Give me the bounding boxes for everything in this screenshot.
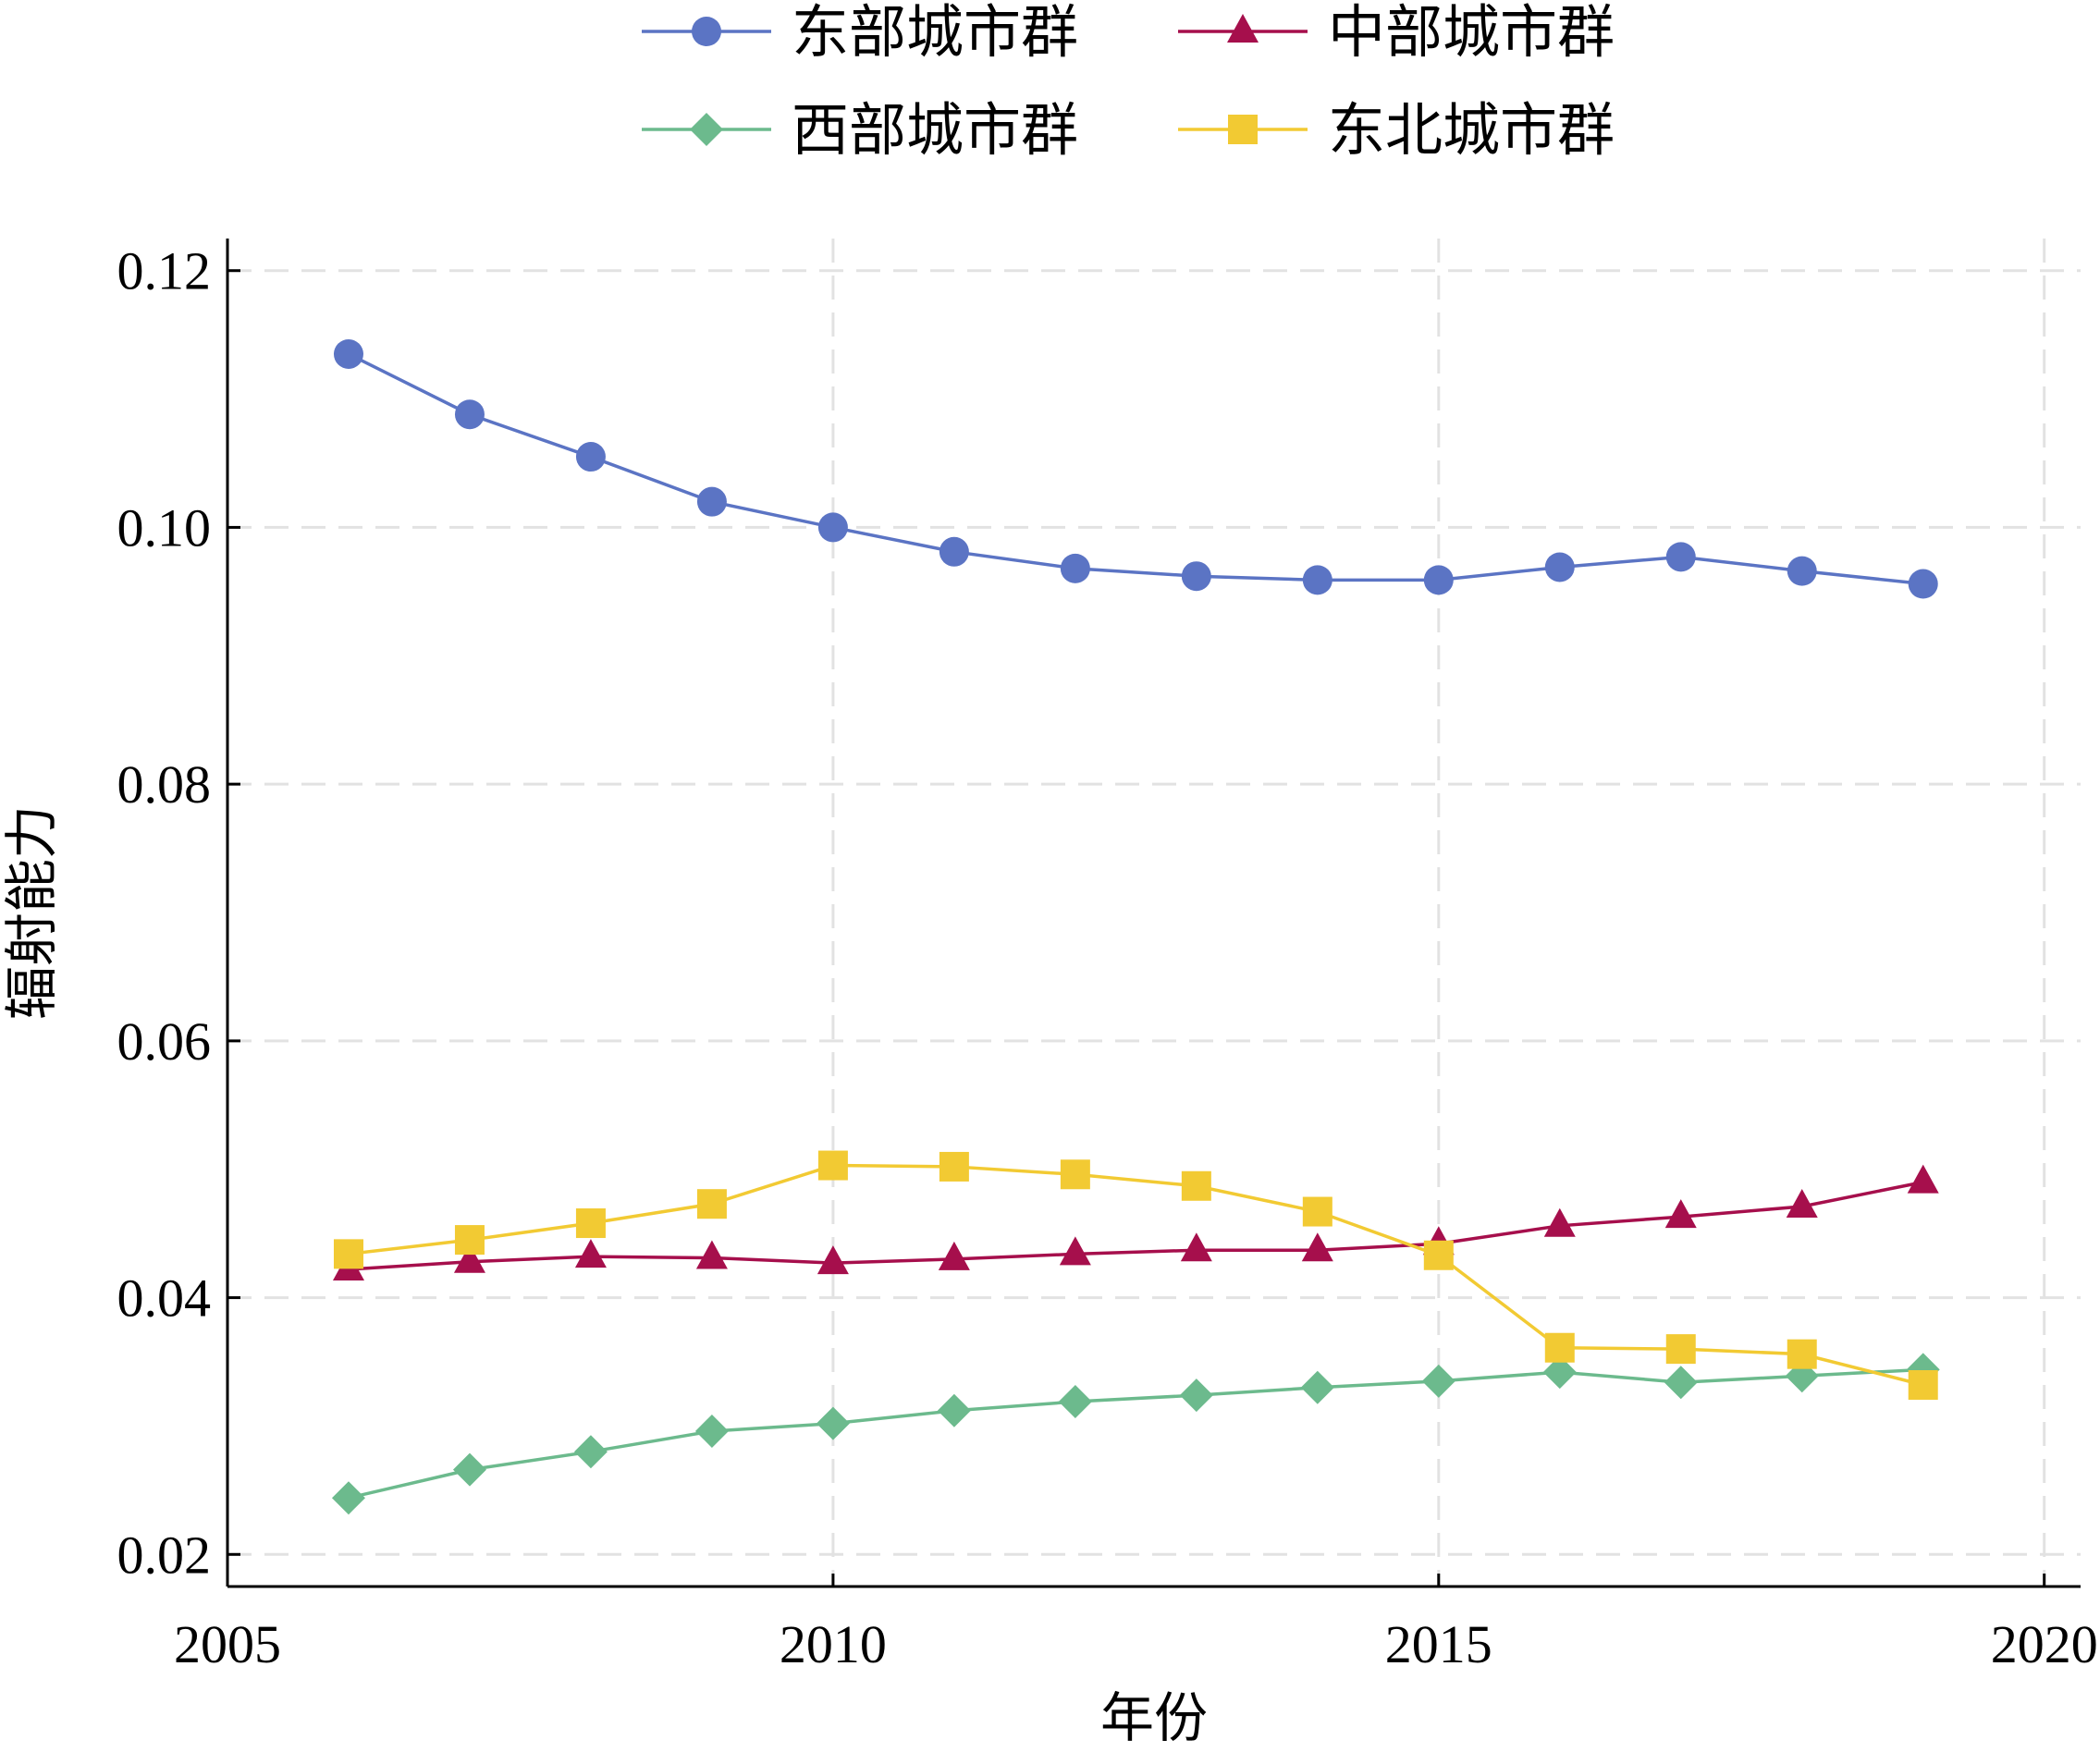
data-point: [575, 1208, 606, 1239]
legend-item: 西部城市群: [642, 96, 1078, 164]
data-point: [939, 536, 969, 567]
data-point: [816, 1406, 850, 1440]
legend-marker: [1228, 115, 1258, 144]
axis-layer: 2005 2010 2015 2020 0.02 0.04 0.06 0.08 0.10 0.12: [117, 239, 2098, 1674]
data-point: [1301, 1232, 1333, 1262]
data-point: [333, 1239, 363, 1269]
data-point: [1664, 1366, 1698, 1400]
y-axis-title: 辐射能力: [0, 805, 63, 1020]
data-point: [1421, 1364, 1455, 1398]
data-point: [1179, 1378, 1213, 1413]
series-layer: [331, 338, 1940, 1515]
data-point: [333, 338, 363, 369]
data-point: [817, 512, 848, 543]
series-line: [348, 1163, 1924, 1387]
x-tick-label: 2010: [780, 1614, 887, 1674]
data-point: [1908, 569, 1938, 599]
data-point: [1544, 1332, 1575, 1363]
data-point: [1544, 552, 1575, 582]
data-point: [1542, 1355, 1577, 1390]
y-tick-label: 0.02: [117, 1525, 212, 1585]
y-tick-label: 0.08: [117, 754, 212, 815]
data-point: [817, 1245, 849, 1275]
series-circle: [333, 338, 1938, 599]
data-point: [575, 442, 606, 472]
data-point: [1181, 1170, 1211, 1201]
data-point: [1543, 1207, 1576, 1237]
legend-label: 中部城市群: [1328, 0, 1615, 66]
y-tick-label: 0.12: [117, 241, 212, 301]
data-point: [1300, 1370, 1334, 1404]
data-point: [696, 486, 727, 517]
data-point: [1665, 542, 1696, 572]
x-tick-label: 2015: [1385, 1614, 1492, 1674]
data-point: [695, 1240, 728, 1269]
data-point: [1302, 1196, 1332, 1227]
series-line: [348, 1367, 1923, 1500]
data-point: [1180, 1232, 1212, 1262]
series-diamond: [331, 1353, 1940, 1515]
x-tick-label: 2005: [174, 1614, 281, 1674]
legend-label: 东部城市群: [792, 0, 1078, 66]
data-point: [1058, 1385, 1092, 1419]
data-point: [454, 1225, 485, 1256]
data-point: [937, 1393, 971, 1427]
data-point: [1181, 561, 1211, 592]
data-point: [939, 1151, 969, 1182]
series-line: [348, 1180, 1924, 1271]
x-axis-title: 年份: [1100, 1686, 1208, 1749]
legend-item: 东部城市群: [642, 0, 1078, 66]
series-square: [333, 1150, 1938, 1400]
series-line: [348, 352, 1923, 586]
legend-item: 中部城市群: [1178, 0, 1615, 66]
x-tick-label: 2020: [1991, 1614, 2098, 1674]
data-point: [694, 1414, 729, 1448]
data-point: [1908, 1369, 1938, 1400]
legend-marker: [692, 17, 721, 46]
data-point: [1060, 553, 1090, 583]
data-point: [452, 1452, 486, 1487]
data-point: [1907, 1164, 1939, 1194]
y-tick-label: 0.06: [117, 1011, 212, 1072]
data-point: [1787, 556, 1817, 586]
data-point: [1423, 1240, 1454, 1270]
legend-item: 东北城市群: [1178, 96, 1615, 164]
legend-label: 东北城市群: [1328, 96, 1615, 164]
legend-marker: [1227, 14, 1259, 43]
data-point: [696, 1189, 727, 1219]
data-point: [453, 1244, 485, 1273]
data-point: [331, 1481, 365, 1515]
series-triangle: [332, 1164, 1939, 1281]
legend-label: 西部城市群: [792, 96, 1078, 164]
data-point: [1786, 1188, 1818, 1218]
data-point: [1059, 1236, 1091, 1266]
data-point: [1423, 565, 1454, 595]
data-point: [1665, 1334, 1696, 1365]
data-point: [1787, 1339, 1817, 1369]
data-point: [1060, 1159, 1090, 1190]
grid-layer: [226, 239, 2081, 1587]
data-point: [573, 1435, 608, 1469]
y-tick-label: 0.04: [117, 1268, 212, 1329]
data-point: [938, 1241, 970, 1270]
data-point: [454, 399, 485, 430]
data-point: [1302, 565, 1332, 595]
data-point: [1664, 1199, 1697, 1229]
data-point: [574, 1239, 607, 1268]
legend-marker: [690, 113, 723, 146]
data-point: [817, 1150, 848, 1181]
y-tick-label: 0.10: [117, 497, 212, 557]
